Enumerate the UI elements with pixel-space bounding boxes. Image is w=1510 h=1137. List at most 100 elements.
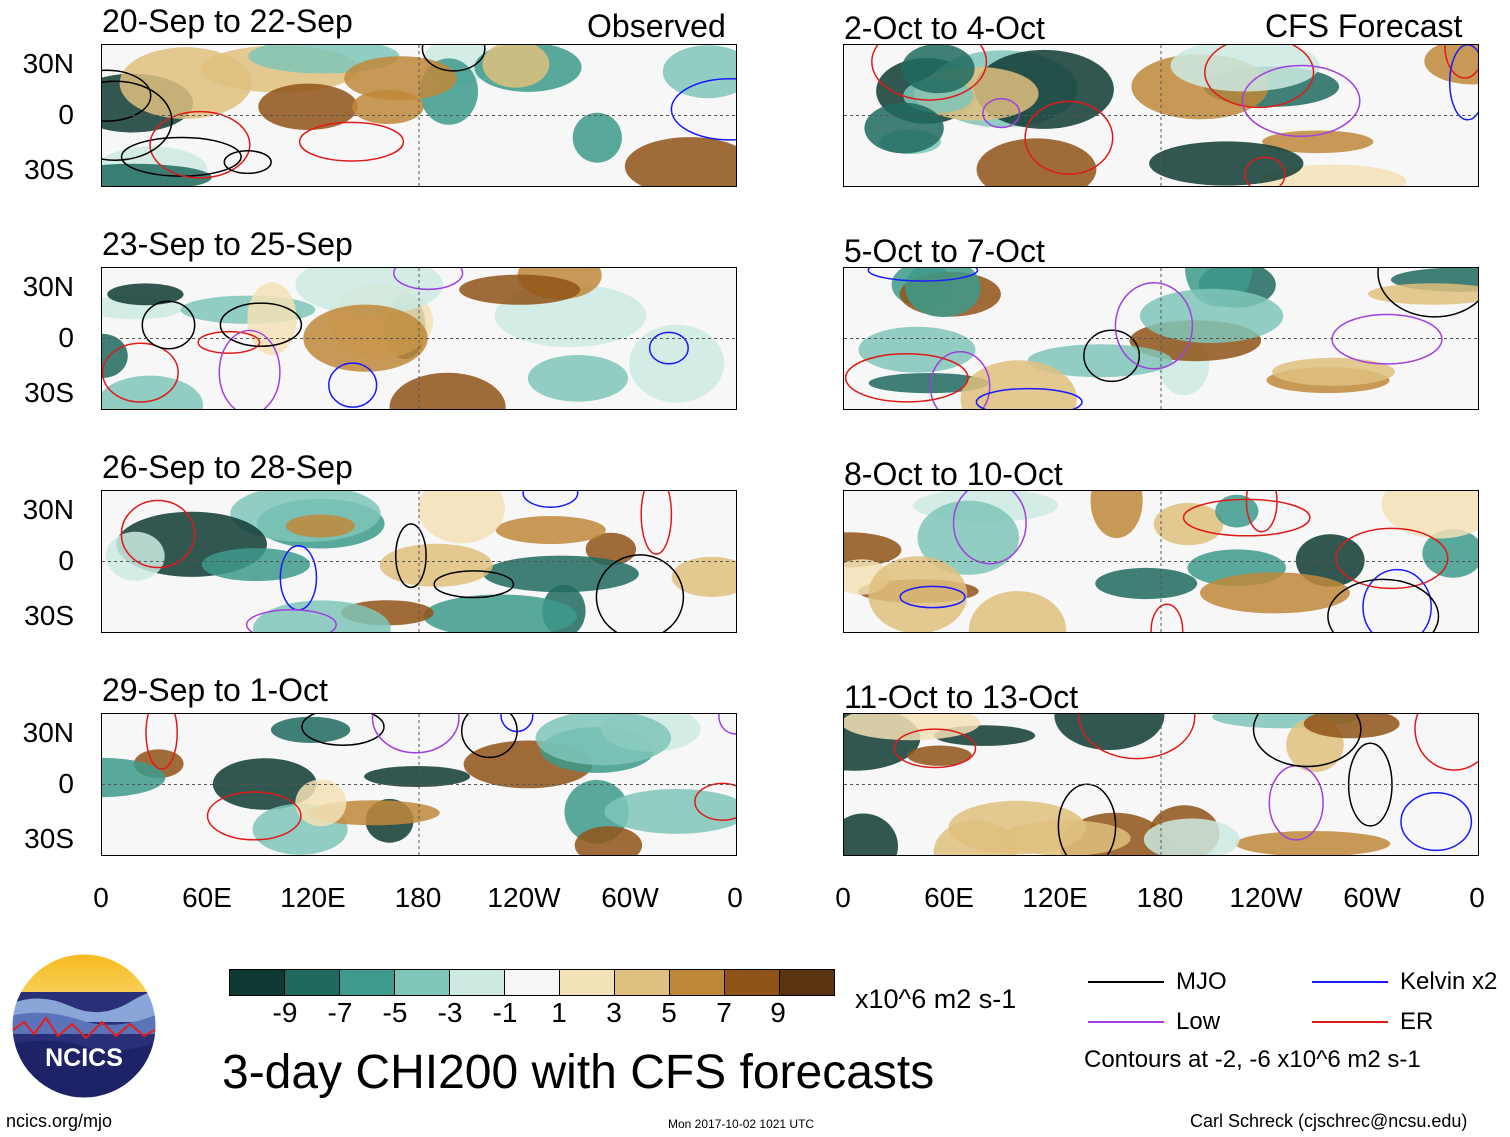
colorbar-label: 3: [606, 997, 622, 1028]
colorbar-swatch: [780, 970, 834, 995]
anomaly-blob: [253, 600, 391, 632]
lon-label: 120E: [280, 882, 346, 913]
contour-line: [1444, 45, 1478, 79]
lon-label: 120W: [1229, 882, 1303, 913]
colorbar-swatch: [230, 970, 285, 995]
contour-line: [1400, 792, 1473, 852]
map-canvas: [102, 45, 736, 186]
lon-label: 0: [1469, 882, 1485, 913]
colorbar-label: -3: [437, 997, 463, 1028]
anomaly-blob: [258, 83, 358, 130]
colorbar-swatch: [395, 970, 450, 995]
anomaly-blob: [907, 745, 972, 766]
anomaly-blob: [1381, 491, 1478, 539]
logo-text: NCICS: [45, 1044, 123, 1072]
contour-line: [1331, 313, 1443, 365]
lon-label: 60W: [1343, 882, 1401, 913]
legend-line: [1088, 1021, 1164, 1023]
contour-line: [1083, 329, 1141, 383]
anomaly-blob: [459, 274, 581, 305]
contour-line: [141, 300, 196, 350]
contour-line: [1362, 568, 1432, 632]
anomaly-blob: [1149, 141, 1304, 186]
observed-map-panel: [101, 713, 737, 856]
contour-line: [120, 499, 196, 569]
anomaly-blob: [295, 268, 444, 315]
panel-title: 29-Sep to 1-Oct: [102, 672, 328, 708]
contour-line: [149, 110, 251, 179]
anomaly-blob: [1272, 357, 1395, 386]
anomaly-blob: [102, 757, 166, 798]
anomaly-blob: [868, 556, 968, 632]
map-canvas: [102, 491, 736, 632]
anomaly-blob: [572, 112, 622, 163]
anomaly-blob: [1367, 283, 1478, 305]
contour-line: [102, 69, 152, 122]
lon-label: 120E: [1022, 882, 1088, 913]
contour-line: [298, 121, 405, 162]
contour-line: [982, 97, 1021, 129]
contour-line: [844, 352, 969, 403]
anomaly-blob: [483, 555, 639, 593]
contour-line: [218, 329, 281, 409]
forecast-header: CFS Forecast: [1265, 8, 1463, 44]
contour-line: [670, 77, 736, 141]
lat-label: 30N: [22, 717, 74, 748]
panel-title: 20-Sep to 22-Sep: [102, 3, 353, 39]
contour-line: [694, 782, 736, 821]
anomaly-blob: [1095, 567, 1198, 600]
contour-line: [1335, 527, 1449, 590]
anomaly-blob: [285, 514, 355, 538]
legend-item-mjo: MJO: [1088, 968, 1227, 996]
anomaly-blob: [102, 333, 128, 379]
anomaly-blob: [1139, 288, 1284, 343]
contour-line: [899, 585, 966, 609]
contour-line: [975, 387, 1083, 409]
anomaly-blob: [295, 779, 347, 827]
contour-line: [871, 45, 988, 101]
lat-label: 0: [58, 322, 74, 353]
contour-line: [206, 791, 302, 841]
anomaly-blob: [901, 45, 975, 94]
contour-line: [394, 523, 427, 589]
lat-label: 30N: [22, 494, 74, 525]
colorbar: [229, 969, 835, 996]
anomaly-blob: [344, 56, 457, 101]
anomaly-blob: [844, 532, 902, 568]
colorbar-label: 5: [661, 997, 677, 1028]
contour-line: [640, 491, 673, 555]
colorbar-label: -5: [382, 997, 408, 1028]
colorbar-swatch: [505, 970, 560, 995]
contour-line: [1377, 268, 1478, 318]
contours-note: Contours at -2, -6 x10^6 m2 s-1: [1084, 1046, 1421, 1073]
lat-label: 30N: [22, 48, 74, 79]
anomaly-blob: [389, 372, 506, 409]
contour-line: [1150, 603, 1184, 632]
lat-label: 30S: [24, 600, 74, 631]
anomaly-blob: [604, 789, 736, 834]
contour-line: [371, 714, 460, 754]
colorbar-label: -1: [492, 997, 518, 1028]
lon-label: 60W: [601, 882, 659, 913]
anomaly-blob: [379, 543, 493, 587]
footer-url[interactable]: ncics.org/mjo: [6, 1111, 113, 1131]
colorbar-swatch: [560, 970, 615, 995]
colorbar-label: -9: [272, 997, 298, 1028]
anomaly-blob: [201, 548, 311, 582]
anomaly-blob: [107, 283, 184, 306]
contour-line: [648, 331, 689, 365]
contour-line: [102, 342, 179, 403]
colorbar-swatch: [615, 970, 670, 995]
contour-line: [1204, 45, 1315, 109]
panel-title: 26-Sep to 28-Sep: [102, 449, 353, 485]
anomaly-blob: [844, 813, 898, 855]
lat-label: 30S: [24, 377, 74, 408]
legend-label: ER: [1400, 1008, 1434, 1035]
contour-line: [1241, 64, 1361, 138]
anomaly-blob: [1200, 572, 1350, 614]
anomaly-blob: [119, 47, 252, 119]
contour-line: [433, 570, 515, 599]
legend-label: Low: [1176, 1008, 1221, 1035]
contour-line: [1414, 714, 1478, 771]
lon-label: 60E: [182, 882, 232, 913]
